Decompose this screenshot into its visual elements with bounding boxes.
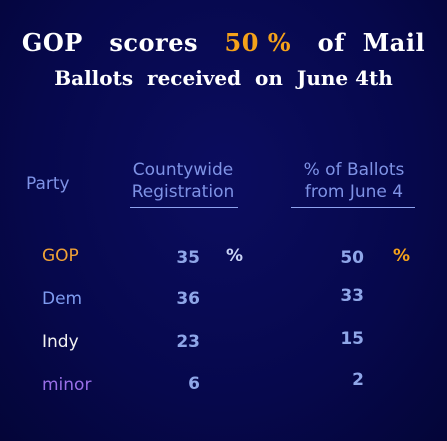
party-minor: minor bbox=[42, 375, 92, 395]
header-ballots-line-2: from June 4 bbox=[304, 182, 404, 202]
title-line-1: GOP scores 50 % of Mail bbox=[0, 28, 447, 57]
ballots-minor: 2 bbox=[352, 370, 364, 390]
header-party: Party bbox=[26, 174, 70, 194]
title-prefix: GOP scores bbox=[21, 28, 225, 57]
registration-dem: 36 bbox=[176, 289, 200, 309]
header-ballots-line-1: % of Ballots bbox=[303, 160, 405, 180]
party-indy: Indy bbox=[42, 332, 79, 352]
party-gop: GOP bbox=[42, 246, 79, 266]
ballots-gop: 50 bbox=[340, 248, 364, 268]
header-ballots: % of Ballots from June 4 bbox=[280, 159, 428, 203]
ballots-gop-percent-sign: % bbox=[393, 246, 411, 266]
title-accent-percent: 50 % bbox=[224, 28, 292, 57]
header-registration-line-1: Countywide bbox=[132, 160, 234, 180]
ballots-indy: 15 bbox=[340, 329, 364, 349]
header-registration: Countywide Registration bbox=[118, 159, 248, 203]
registration-minor: 6 bbox=[188, 374, 200, 394]
title-line-2: Ballots received on June 4th bbox=[54, 66, 393, 90]
header-registration-underline bbox=[130, 207, 238, 208]
title-suffix: of Mail bbox=[291, 28, 426, 57]
registration-gop: 35 bbox=[176, 248, 200, 268]
registration-gop-percent-sign: % bbox=[226, 246, 244, 266]
header-registration-line-2: Registration bbox=[131, 182, 235, 202]
registration-indy: 23 bbox=[176, 332, 200, 352]
party-dem: Dem bbox=[42, 289, 83, 309]
header-ballots-underline bbox=[291, 207, 415, 208]
ballots-dem: 33 bbox=[340, 286, 364, 306]
